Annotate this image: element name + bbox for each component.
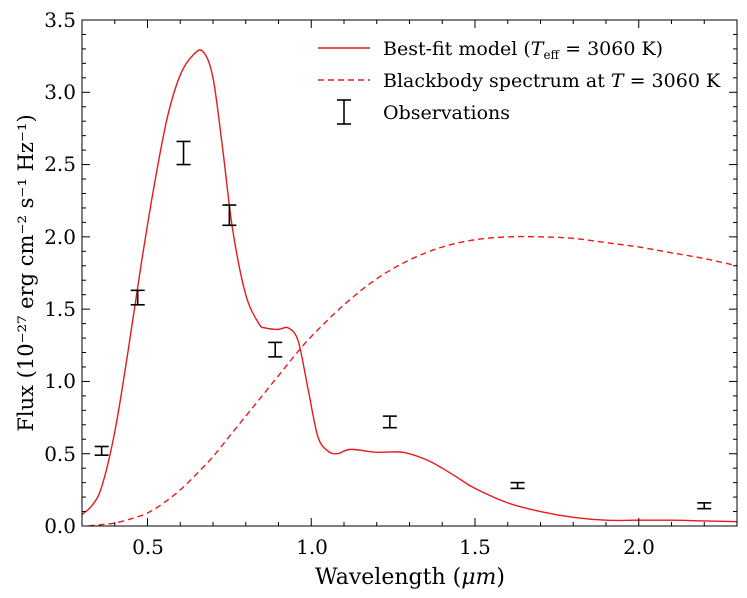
y-tick-label: 2.5 xyxy=(44,152,76,176)
y-tick-label: 0.5 xyxy=(44,442,76,466)
x-axis-label: Wavelength (μm) xyxy=(315,565,505,590)
x-tick-label: 1.0 xyxy=(296,535,328,559)
y-axis-label: Flux (10⁻²⁷ erg cm⁻² s⁻¹ Hz⁻¹) xyxy=(14,114,38,431)
blackbody-spectrum-line xyxy=(88,235,737,526)
observation-errorbar xyxy=(268,341,283,358)
legend-observations-swatch xyxy=(337,99,351,125)
x-tick-label: 1.5 xyxy=(459,535,491,559)
observation-errorbar xyxy=(176,140,191,166)
y-tick-label: 3.5 xyxy=(44,8,76,32)
observation-errorbar xyxy=(382,415,397,429)
y-tick-label: 2.0 xyxy=(44,225,76,249)
y-tick-label: 1.5 xyxy=(44,297,76,321)
y-tick-label: 1.0 xyxy=(44,369,76,393)
legend-model-label: Best-fit model (Teff = 3060 K) xyxy=(383,38,663,62)
observations-group xyxy=(94,140,712,510)
observation-errorbar xyxy=(94,445,109,456)
observation-errorbar xyxy=(697,502,712,510)
legend-blackbody-label: Blackbody spectrum at T = 3060 K xyxy=(383,70,721,92)
legend-observations-label: Observations xyxy=(383,102,510,124)
axis-ticks xyxy=(81,19,738,527)
legend: Best-fit model (Teff = 3060 K) Blackbody… xyxy=(318,38,721,125)
x-tick-label: 2.0 xyxy=(623,535,655,559)
x-tick-label: 0.5 xyxy=(132,535,164,559)
observation-errorbar xyxy=(510,481,525,490)
plot-frame xyxy=(81,19,738,527)
x-tick-labels: 0.5 1.0 1.5 2.0 xyxy=(132,535,655,559)
y-tick-label: 3.0 xyxy=(44,80,76,104)
y-tick-label: 0.0 xyxy=(44,514,76,538)
y-tick-labels: 0.0 0.5 1.0 1.5 2.0 2.5 3.0 3.5 xyxy=(44,8,76,538)
observation-errorbar xyxy=(130,289,145,306)
observation-errorbar xyxy=(222,204,237,227)
best-fit-model-line xyxy=(82,49,737,523)
